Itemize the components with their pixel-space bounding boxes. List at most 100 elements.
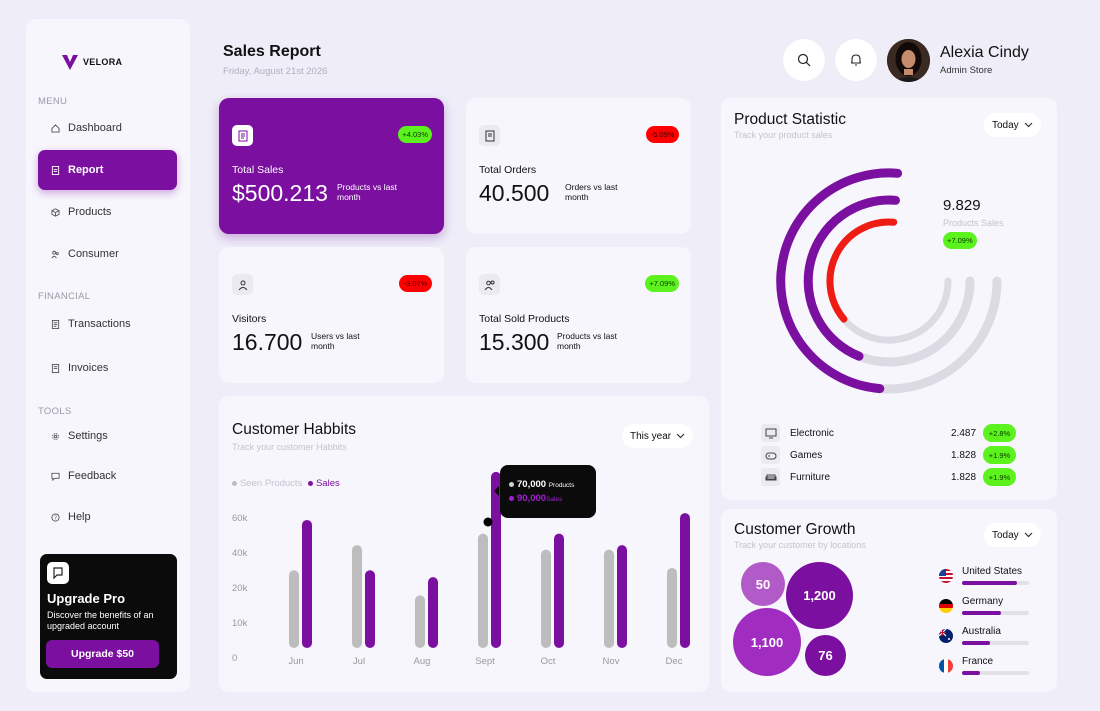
products-sales-label: Products Sales: [943, 218, 1004, 228]
sidebar-item-invoices[interactable]: Invoices: [38, 348, 177, 388]
bubble-1200[interactable]: 1,200: [786, 562, 853, 629]
country-name: United States: [962, 566, 1023, 577]
notifications-button[interactable]: [835, 39, 877, 81]
stat-card-total-sold-products[interactable]: +7.09% Total Sold Products 15.300 Produc…: [466, 247, 691, 383]
y-tick-label: 0: [232, 653, 237, 664]
sidebar-item-dashboard[interactable]: Dashboard: [38, 108, 177, 148]
x-tick-label: Jun: [288, 656, 303, 667]
ring-track: [875, 276, 1002, 394]
sidebar-item-transactions[interactable]: Transactions: [38, 304, 177, 344]
period-dropdown[interactable]: Today: [984, 113, 1041, 137]
upgrade-title: Upgrade Pro: [47, 591, 126, 606]
chart-tooltip: 70,000 Products 90,000Sales: [494, 465, 596, 518]
bar-seen-nov[interactable]: [604, 549, 614, 648]
chart-legend: Seen Products Sales: [232, 478, 340, 489]
category-row-furniture[interactable]: Furniture 1.828 +1.9%: [761, 467, 1058, 487]
legend-item-seen: Seen Products: [232, 478, 302, 489]
ring-progress-1[interactable]: [776, 168, 903, 394]
bar-seen-aug[interactable]: [415, 595, 425, 648]
gear-icon: [51, 432, 60, 441]
card-subtitle: Track your product sales: [734, 130, 833, 140]
stat-card-total-orders[interactable]: -5.09% Total Orders 40.500 Orders vs las…: [466, 98, 691, 234]
section-label-financial: FINANCIAL: [38, 291, 91, 302]
stat-label: Total Sold Products: [479, 313, 570, 325]
country-progress: [962, 641, 1029, 645]
category-row-electronic[interactable]: Electronic 2.487 +2.8%: [761, 423, 1058, 443]
ring-progress-2[interactable]: [803, 195, 900, 361]
x-tick-label: Dec: [666, 656, 683, 667]
avatar[interactable]: [887, 39, 930, 82]
bar-seen-jul[interactable]: [352, 545, 362, 648]
bar-seen-jun[interactable]: [289, 570, 299, 648]
invoice-icon: [51, 363, 60, 373]
country-name: Australia: [962, 626, 1001, 637]
stat-value: $500.213: [232, 180, 328, 206]
stat-value: 16.700: [232, 329, 303, 355]
bar-seen-oct[interactable]: [541, 549, 551, 648]
users-icon: [479, 274, 500, 295]
receipt-icon: [51, 319, 60, 329]
y-tick-label: 60k: [232, 513, 248, 524]
period-dropdown[interactable]: Today: [984, 523, 1041, 547]
card-title: Customer Growth: [734, 521, 856, 538]
bar-sales-aug[interactable]: [428, 577, 438, 648]
customer-growth-card: Customer Growth Track your customer by l…: [721, 509, 1057, 692]
y-tick-label: 40k: [232, 548, 248, 559]
bar-sales-jul[interactable]: [365, 570, 375, 648]
monitor-icon: [761, 424, 780, 442]
sidebar-item-settings[interactable]: Settings: [38, 416, 177, 456]
bar-sales-oct[interactable]: [554, 533, 564, 648]
bell-icon: [851, 54, 861, 66]
highlight-point: [483, 517, 493, 527]
bar-sales-nov[interactable]: [617, 545, 627, 648]
users-icon: [51, 250, 60, 259]
help-icon: ?: [51, 512, 60, 522]
ring-progress-3[interactable]: [826, 218, 898, 323]
bar-seen-dec[interactable]: [667, 567, 677, 648]
bar-sales-jun[interactable]: [302, 519, 312, 648]
y-tick-label: 10k: [232, 618, 248, 629]
stat-card-visitors[interactable]: -3.07% Visitors 16.700 Users vs last mon…: [219, 247, 444, 383]
period-value: Today: [992, 529, 1019, 541]
country-progress: [962, 671, 1029, 675]
category-name: Games: [790, 449, 823, 461]
sidebar-item-report[interactable]: Report: [38, 150, 177, 190]
card-title: Product Statistic: [734, 111, 846, 128]
sidebar-item-feedback[interactable]: Feedback: [38, 456, 177, 496]
sidebar-item-label: Settings: [68, 430, 108, 442]
section-label-tools: TOOLS: [38, 406, 72, 417]
period-value: This year: [630, 430, 672, 442]
sidebar-item-label: Transactions: [68, 318, 131, 330]
stat-card-total-sales[interactable]: +4.03% Total Sales $500.213 Products vs …: [219, 98, 444, 234]
stat-note: Orders vs last month: [565, 182, 618, 202]
period-dropdown[interactable]: This year: [622, 424, 694, 448]
bar-seen-sept[interactable]: [478, 533, 488, 648]
sidebar-item-help[interactable]: ? Help: [38, 497, 177, 537]
logo[interactable]: VELORA: [61, 53, 122, 71]
bubble-76[interactable]: 76: [805, 635, 846, 676]
sidebar-item-consumer[interactable]: Consumer: [38, 234, 177, 274]
country-progress: [962, 581, 1029, 585]
stat-note: Users vs last month: [311, 331, 360, 351]
box-icon: [51, 207, 60, 217]
trend-badge: +4.03%: [398, 126, 432, 143]
product-statistic-card: Product Statistic Track your product sal…: [721, 98, 1057, 500]
category-name: Furniture: [790, 471, 831, 483]
upgrade-text: Discover the benefits of an upgraded acc…: [47, 610, 154, 631]
search-icon: [797, 53, 811, 67]
trend-badge: -5.09%: [646, 126, 679, 143]
ring-track: [840, 277, 952, 344]
card-title: Customer Habbits: [232, 421, 357, 438]
upgrade-card: Upgrade Pro Discover the benefits of an …: [40, 554, 177, 679]
search-button[interactable]: [783, 39, 825, 81]
category-value: 1.828: [951, 471, 977, 483]
y-tick-label: 20k: [232, 583, 248, 594]
sidebar-item-products[interactable]: Products: [38, 192, 177, 232]
bubble-50[interactable]: 50: [741, 562, 785, 606]
category-row-games[interactable]: Games 1.828 +1.9%: [761, 445, 1058, 465]
bubble-1100[interactable]: 1,100: [733, 608, 801, 676]
upgrade-button[interactable]: Upgrade $50: [46, 640, 159, 668]
bar-sales-dec[interactable]: [680, 513, 690, 648]
country-name: Germany: [962, 596, 1004, 607]
user-role: Admin Store: [940, 65, 993, 76]
